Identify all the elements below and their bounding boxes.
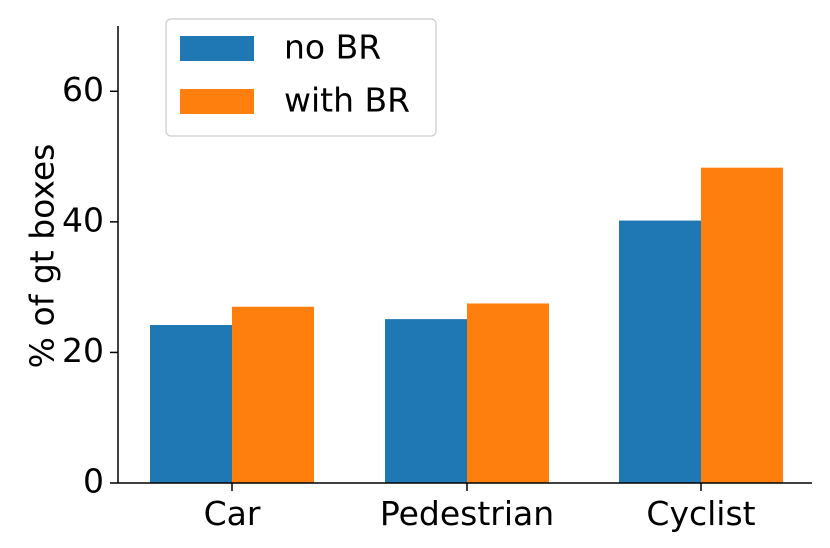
y-tick-label: 20	[62, 331, 104, 370]
bar-cyclist-no-br	[619, 220, 701, 483]
bar-cyclist-with-br	[701, 167, 783, 484]
y-axis-label: % of gt boxes	[23, 144, 62, 369]
legend-label-no-br: no BR	[284, 28, 381, 67]
x-tick-label-pedestrian: Pedestrian	[380, 494, 554, 533]
bar-car-with-br	[232, 306, 314, 483]
legend-swatch-no-br	[180, 36, 254, 61]
x-ticks-group: Car Pedestrian Cyclist	[204, 483, 756, 533]
y-tick-label: 0	[83, 462, 104, 501]
x-tick-label-car: Car	[204, 494, 261, 533]
x-tick-label-cyclist: Cyclist	[646, 494, 755, 533]
bar-pedestrian-no-br	[385, 319, 467, 483]
bars-group	[150, 167, 783, 484]
bar-car-no-br	[150, 325, 232, 483]
legend: no BR with BR	[165, 18, 437, 137]
axes-group	[117, 26, 812, 484]
y-tick-label: 40	[62, 200, 104, 239]
legend-swatch-with-br	[180, 89, 254, 114]
y-tick-label: 60	[62, 70, 104, 109]
legend-label-with-br: with BR	[284, 81, 410, 120]
bar-pedestrian-with-br	[467, 303, 549, 483]
y-ticks-group: 0 20 40 60	[62, 70, 118, 501]
